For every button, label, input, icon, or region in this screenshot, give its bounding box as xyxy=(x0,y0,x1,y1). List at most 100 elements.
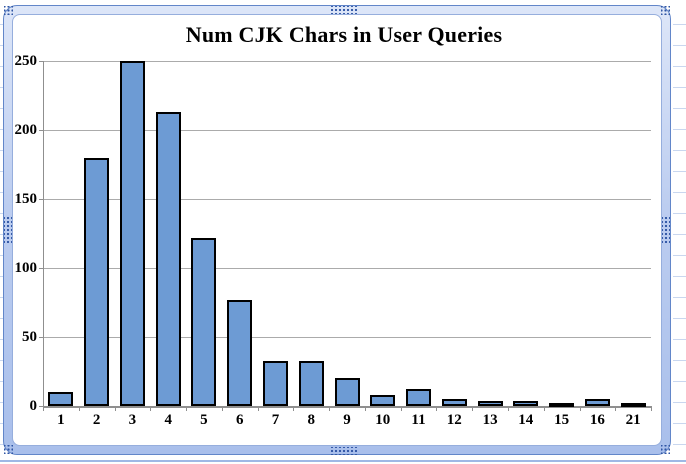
x-axis-tick xyxy=(150,406,152,411)
spreadsheet-gridline xyxy=(0,234,4,235)
bar-num-cjk-3[interactable] xyxy=(119,61,145,406)
spreadsheet-gridline xyxy=(0,360,4,361)
spreadsheet-gridline xyxy=(0,87,4,88)
bar-num-cjk-6[interactable] xyxy=(227,299,253,406)
spreadsheet-gridline xyxy=(673,45,686,46)
x-axis-tick xyxy=(472,406,474,411)
x-axis-category-label: 2 xyxy=(92,412,101,428)
selection-handle-bottom-center[interactable] xyxy=(331,447,357,455)
x-axis-tick xyxy=(114,406,116,411)
bar-num-cjk-13[interactable] xyxy=(477,400,503,406)
bar-num-cjk-9[interactable] xyxy=(334,378,360,406)
spreadsheet-gridline xyxy=(0,45,4,46)
spreadsheet-gridline xyxy=(0,66,4,67)
spreadsheet-gridline xyxy=(0,276,4,277)
spreadsheet-gridline xyxy=(673,381,686,382)
x-axis-category-label: 21 xyxy=(625,412,641,428)
spreadsheet-gridline xyxy=(673,318,686,319)
spreadsheet-gridline xyxy=(673,108,686,109)
bar-num-cjk-4[interactable] xyxy=(155,112,181,406)
bar-num-cjk-21[interactable] xyxy=(620,403,646,407)
x-axis-tick xyxy=(78,406,80,411)
y-axis-line xyxy=(43,61,44,407)
spreadsheet-gridline-bottom xyxy=(0,460,686,462)
x-axis-tick xyxy=(507,406,509,411)
spreadsheet-gridline xyxy=(0,255,4,256)
spreadsheet-gridline xyxy=(0,318,4,319)
bar-num-cjk-10[interactable] xyxy=(370,395,396,406)
selection-handle-middle-left[interactable] xyxy=(4,217,12,243)
spreadsheet-gridline xyxy=(673,24,686,25)
y-gridline xyxy=(43,199,651,200)
selection-handle-top-left[interactable] xyxy=(4,6,13,15)
bar-num-cjk-12[interactable] xyxy=(441,399,467,406)
x-axis-category-label: 10 xyxy=(375,412,391,428)
selection-handle-top-center[interactable] xyxy=(331,6,357,14)
x-axis-category-label: 11 xyxy=(411,412,426,428)
x-axis-category-label: 9 xyxy=(343,412,351,428)
spreadsheet-gridline xyxy=(673,444,686,445)
x-axis-tick xyxy=(43,406,44,411)
y-axis-tick-label: 150 xyxy=(14,191,38,207)
bar-num-cjk-14[interactable] xyxy=(513,400,539,406)
spreadsheet-gridline xyxy=(0,444,4,445)
bar-num-cjk-7[interactable] xyxy=(263,360,288,406)
x-axis-category-label: 6 xyxy=(235,412,244,428)
spreadsheet-gridline xyxy=(673,213,686,214)
y-axis-tick-label: 0 xyxy=(29,398,38,414)
spreadsheet-gridline xyxy=(0,423,4,424)
y-axis-tick xyxy=(39,199,43,200)
x-axis-category-label: 12 xyxy=(446,412,462,428)
spreadsheet-gridline xyxy=(673,66,686,67)
x-axis-line xyxy=(43,406,651,408)
spreadsheet-gridline xyxy=(673,129,686,130)
bar-num-cjk-11[interactable] xyxy=(406,389,431,406)
selection-handle-top-right[interactable] xyxy=(661,6,670,15)
x-axis-tick xyxy=(329,406,331,411)
spreadsheet-gridline xyxy=(0,213,4,214)
x-axis-category-label: 5 xyxy=(200,412,208,428)
bar-num-cjk-16[interactable] xyxy=(584,399,610,406)
y-axis-tick-label: 250 xyxy=(14,53,38,69)
spreadsheet-gridline xyxy=(0,381,4,382)
spreadsheet-gridline xyxy=(0,108,4,109)
spreadsheet-gridline xyxy=(0,339,4,340)
spreadsheet-gridline xyxy=(673,360,686,361)
bar-num-cjk-8[interactable] xyxy=(298,360,324,406)
spreadsheet-gridline xyxy=(0,24,4,25)
x-axis-category-label: 16 xyxy=(589,412,605,428)
bar-num-cjk-2[interactable] xyxy=(84,157,110,406)
spreadsheet-gridline xyxy=(0,129,4,130)
spreadsheet-gridline xyxy=(673,297,686,298)
spreadsheet-gridline xyxy=(673,255,686,256)
selection-handle-bottom-right[interactable] xyxy=(661,445,670,454)
selection-handle-middle-right[interactable] xyxy=(662,217,670,243)
bar-num-cjk-15[interactable] xyxy=(549,403,575,407)
x-axis-tick xyxy=(543,406,545,411)
bar-num-cjk-5[interactable] xyxy=(191,237,217,406)
x-axis-tick xyxy=(257,406,259,411)
y-gridline xyxy=(43,61,651,62)
spreadsheet-gridline xyxy=(0,402,4,403)
x-axis-category-label: 3 xyxy=(128,412,137,428)
x-axis-tick xyxy=(293,406,295,411)
spreadsheet-gridline xyxy=(0,150,4,151)
x-axis-category-label: 4 xyxy=(164,412,172,428)
spreadsheet-gridline xyxy=(673,87,686,88)
spreadsheet-gridline xyxy=(673,234,686,235)
x-axis-tick xyxy=(651,406,652,411)
x-axis-tick xyxy=(400,406,402,411)
x-axis-category-label: 14 xyxy=(518,412,534,428)
x-axis-category-label: 8 xyxy=(307,412,315,428)
chart-title: Num CJK Chars in User Queries xyxy=(185,22,503,47)
y-axis-tick xyxy=(39,268,43,269)
bar-num-cjk-1[interactable] xyxy=(48,392,74,406)
x-axis-tick xyxy=(436,406,438,411)
spreadsheet-gridline xyxy=(673,423,686,424)
spreadsheet-gridline xyxy=(673,192,686,193)
selection-handle-bottom-left[interactable] xyxy=(4,445,13,454)
spreadsheet-gridline xyxy=(673,276,686,277)
y-gridline xyxy=(43,268,651,269)
spreadsheet-gridline xyxy=(0,192,4,193)
